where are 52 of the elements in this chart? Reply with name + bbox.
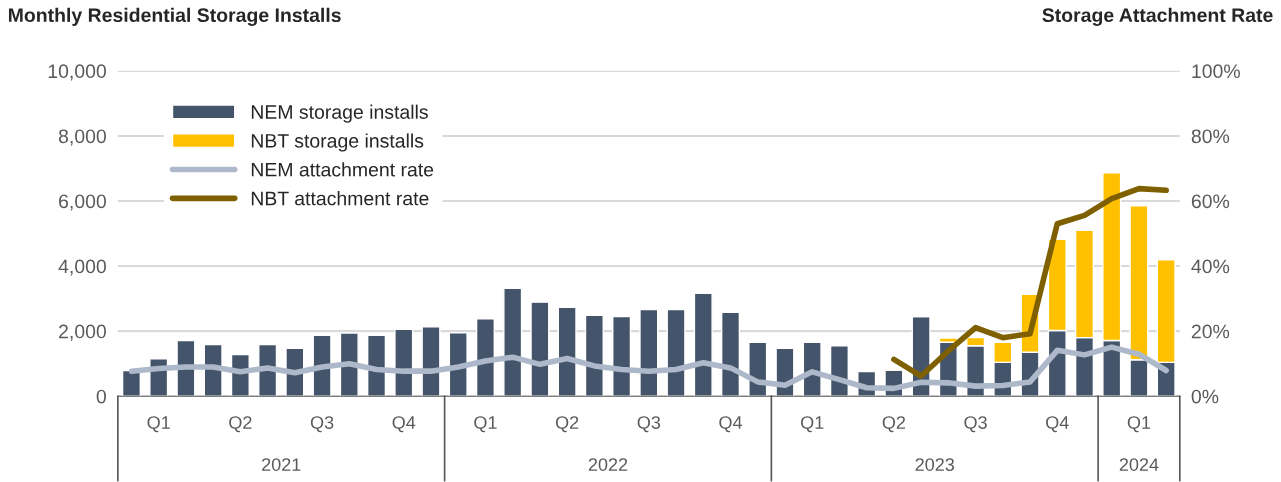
y2-tick-label: 60% <box>1191 194 1230 209</box>
bar <box>584 314 604 397</box>
legend-label: NEM attachment rate <box>251 162 434 177</box>
bar <box>503 287 523 397</box>
x-tick-label: Q4 <box>1046 416 1069 433</box>
bar <box>530 301 550 397</box>
x-tick-label: Q3 <box>964 416 987 433</box>
legend-label: NEM storage installs <box>251 104 428 123</box>
x-tick-label: Q4 <box>719 416 743 433</box>
y-tick-label: 4,000 <box>58 259 106 276</box>
y-tick-label: 10,000 <box>48 64 106 81</box>
x-tick-label: Q2 <box>555 416 579 433</box>
bar <box>693 292 713 397</box>
y2-axis-title: Storage Attachment Rate <box>1042 7 1273 26</box>
x-tick-label: Q3 <box>310 416 334 433</box>
x-tick-label: Q1 <box>147 416 170 433</box>
bar <box>394 328 414 397</box>
text: 2021 <box>262 458 301 471</box>
x-tick-label: Q4 <box>392 416 416 433</box>
bar <box>421 326 441 397</box>
bar <box>475 318 495 397</box>
y-tick-label: 8,000 <box>58 129 106 146</box>
bar <box>720 311 741 397</box>
x-tick-label: Q3 <box>637 416 661 433</box>
x-tick-label: Q2 <box>882 416 906 433</box>
bar <box>666 308 686 397</box>
bar <box>612 315 632 397</box>
bar <box>312 334 332 397</box>
y-axis-title: Monthly Residential Storage Installs <box>8 7 341 26</box>
y2-tick-label: 100% <box>1192 64 1240 79</box>
y2-tick-label: 0% <box>1191 389 1219 404</box>
x-tick-label: Q2 <box>229 416 252 433</box>
text: 2024 <box>1119 458 1159 471</box>
legend-label: NBT attachment rate <box>251 191 429 206</box>
y2-tick-label: 20% <box>1191 324 1230 339</box>
bar <box>339 332 359 397</box>
bar <box>366 334 387 397</box>
y2-tick-label: 80% <box>1191 129 1230 144</box>
x-tick-label: Q1 <box>801 416 824 433</box>
bar <box>557 306 577 397</box>
text: 2022 <box>588 458 628 471</box>
y-tick-label: 2,000 <box>59 324 106 341</box>
x-tick-label: Q1 <box>474 416 497 433</box>
text: 2023 <box>915 458 955 471</box>
y2-tick-label: 40% <box>1191 259 1230 274</box>
legend-label: NBT storage installs <box>251 133 424 152</box>
y-tick-label: 0 <box>96 389 106 404</box>
bar <box>639 308 659 397</box>
bar <box>121 369 142 397</box>
y-tick-label: 6,000 <box>59 194 106 211</box>
x-tick-label: Q1 <box>1127 416 1151 433</box>
bar <box>448 332 468 397</box>
